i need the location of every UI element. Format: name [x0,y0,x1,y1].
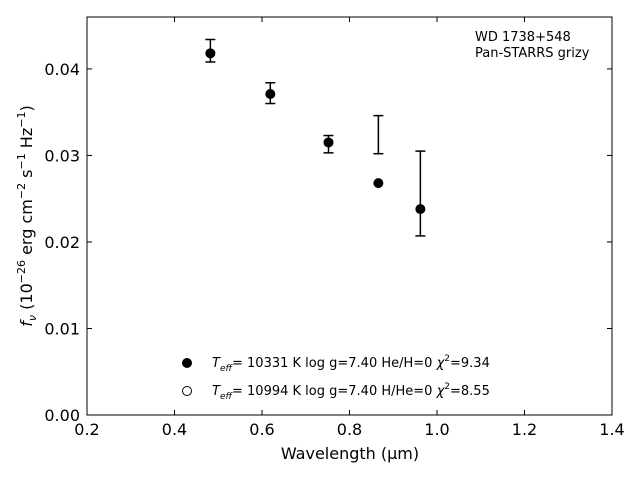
x-axis-label: Wavelength (μm) [281,444,419,463]
x-tick-label: 0.2 [74,420,99,439]
y-tick-label: 0.03 [44,146,80,165]
x-tick-label: 1.2 [512,420,537,439]
annotation-survey: Pan-STARRS grizy [475,46,590,61]
observed-errorbar [373,114,384,155]
y-tick-label: 0.00 [44,406,80,425]
legend-marker-filled [182,358,192,368]
legend: Teff= 10331 K log g=7.40 He/H=0 χ2=9.34 … [182,354,490,402]
legend-marker-open [182,386,192,396]
observed-errorbar [415,150,426,237]
annotation-object: WD 1738+548 [475,30,571,45]
legend-label-1: Teff= 10994 K log g=7.40 H/He=0 χ2=8.55 [212,382,490,402]
model-point-series-0 [205,48,216,59]
x-tick-label: 0.6 [249,420,274,439]
x-tick-label: 1.4 [599,420,624,439]
model-point-series-0 [415,204,426,215]
observed-errorbars [205,38,426,237]
model-point-series-0 [323,137,334,148]
y-tick-label: 0.01 [44,319,80,338]
model-point-series-0 [265,89,276,100]
x-tick-label: 1.0 [424,420,449,439]
legend-label-0: Teff= 10331 K log g=7.40 He/H=0 χ2=9.34 [212,354,490,374]
axis-tick-labels: 0.2 0.4 0.6 0.8 1.0 1.2 1.4 0.00 0.01 0.02 0.03 0.0… [44,60,624,439]
y-tick-label: 0.04 [44,60,80,79]
plot-frame [86,16,613,416]
x-tick-label: 0.8 [337,420,362,439]
model-points [205,48,426,215]
y-axis-label: fν (10−26 erg cm−2 s−1 Hz−1) [15,105,39,326]
model-point-series-0 [373,178,384,189]
x-tick-label: 0.4 [162,420,187,439]
y-tick-label: 0.02 [44,233,80,252]
